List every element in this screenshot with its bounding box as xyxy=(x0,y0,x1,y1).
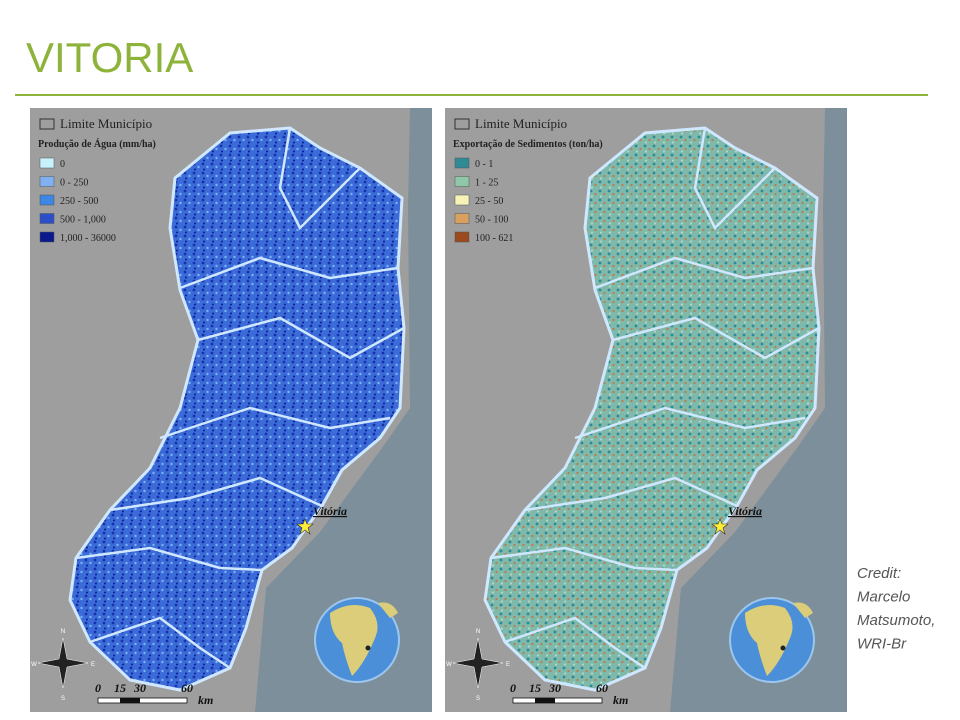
basin-boundary xyxy=(89,616,231,670)
legend-label: 1,000 - 36000 xyxy=(60,233,116,244)
compass-letter: S xyxy=(61,696,65,702)
sea xyxy=(255,108,432,712)
basin-boundary xyxy=(504,616,646,670)
compass-letter: W xyxy=(31,662,37,668)
credit-line: WRI-Br xyxy=(857,636,907,653)
basin-boundary xyxy=(197,316,405,360)
compass-rose xyxy=(452,637,504,689)
legend-swatch xyxy=(454,194,470,206)
legend-label: 25 - 50 xyxy=(475,196,503,207)
credit-line: Matsumoto, xyxy=(857,612,935,629)
scale-label: 15 xyxy=(529,681,541,695)
legend-swatch xyxy=(454,176,470,187)
legend-swatch xyxy=(39,194,55,206)
compass-letter: W xyxy=(446,662,452,668)
legend-swatch xyxy=(39,213,55,224)
legend-title: Exportação de Sedimentos (ton/ha) xyxy=(453,139,603,150)
basin-boundary xyxy=(594,256,814,290)
scale-label: 30 xyxy=(548,681,561,695)
basin-boundary xyxy=(278,127,361,231)
compass-letter: S xyxy=(476,696,480,702)
city-label: Vitória xyxy=(728,504,762,518)
globe-marker xyxy=(365,645,371,651)
scale-bar-segment xyxy=(535,698,555,703)
credit-line: Credit: xyxy=(857,565,901,582)
scale-bar xyxy=(512,697,603,704)
compass-letter: N xyxy=(61,629,65,635)
scale-label: 30 xyxy=(133,681,146,695)
credit-line: Marcelo xyxy=(857,589,910,606)
scale-label: 60 xyxy=(181,681,193,695)
compass-rose xyxy=(37,637,89,689)
boundary-swatch xyxy=(39,118,55,130)
globe-land xyxy=(745,602,813,676)
city-label: Vitória xyxy=(313,504,347,518)
legend-swatch xyxy=(39,231,55,243)
scale-label: 0 xyxy=(510,681,516,695)
scale-unit: km xyxy=(613,693,628,707)
credit: Credit: Marcelo Matsumoto, WRI-Br xyxy=(857,565,935,653)
basin-boundary xyxy=(109,476,323,512)
city-star xyxy=(711,518,729,535)
basin-boundary xyxy=(75,546,263,572)
legend-swatch xyxy=(454,231,470,243)
compass-letter: N xyxy=(476,629,480,635)
compass-letter: E xyxy=(506,662,510,668)
map: Limite Município Produção de Água (mm/ha)… xyxy=(30,108,432,712)
legend-label: 0 xyxy=(60,159,65,170)
legend-label: 1 - 25 xyxy=(475,178,498,189)
basin-boundary xyxy=(612,316,820,360)
legend-label: 250 - 500 xyxy=(60,196,98,207)
basin-boundary xyxy=(693,127,776,231)
boundary-swatch xyxy=(454,118,470,130)
boundary-label: Limite Município xyxy=(475,116,567,131)
slide-title: VITORIA xyxy=(26,34,193,81)
legend-swatch xyxy=(454,213,470,224)
scale-label: 15 xyxy=(114,681,126,695)
legend-title: Produção de Água (mm/ha) xyxy=(38,138,156,150)
legend-label: 0 - 1 xyxy=(475,159,493,170)
legend-swatch xyxy=(454,157,470,169)
basin-boundary xyxy=(490,546,678,572)
globe-land xyxy=(330,602,398,676)
sea xyxy=(670,108,847,712)
basin-boundary xyxy=(179,256,399,290)
basin-boundary xyxy=(574,406,806,440)
legend-label: 100 - 621 xyxy=(475,233,513,244)
legend-label: 500 - 1,000 xyxy=(60,215,106,226)
scale-unit: km xyxy=(198,693,213,707)
scale-label: 60 xyxy=(596,681,608,695)
scale-bar-segment xyxy=(120,698,140,703)
compass-letter: E xyxy=(91,662,95,668)
boundary-label: Limite Município xyxy=(60,116,152,131)
legend-swatch xyxy=(39,176,55,187)
globe-marker xyxy=(780,645,786,651)
basin-boundary xyxy=(159,406,391,440)
scale-label: 0 xyxy=(95,681,101,695)
map: Limite Município Exportação de Sedimentos… xyxy=(445,108,847,712)
legend-label: 0 - 250 xyxy=(60,178,88,189)
basin-boundary xyxy=(524,476,738,512)
legend-label: 50 - 100 xyxy=(475,215,508,226)
city-star xyxy=(296,518,314,535)
scale-bar xyxy=(97,697,188,704)
legend-swatch xyxy=(39,157,55,169)
